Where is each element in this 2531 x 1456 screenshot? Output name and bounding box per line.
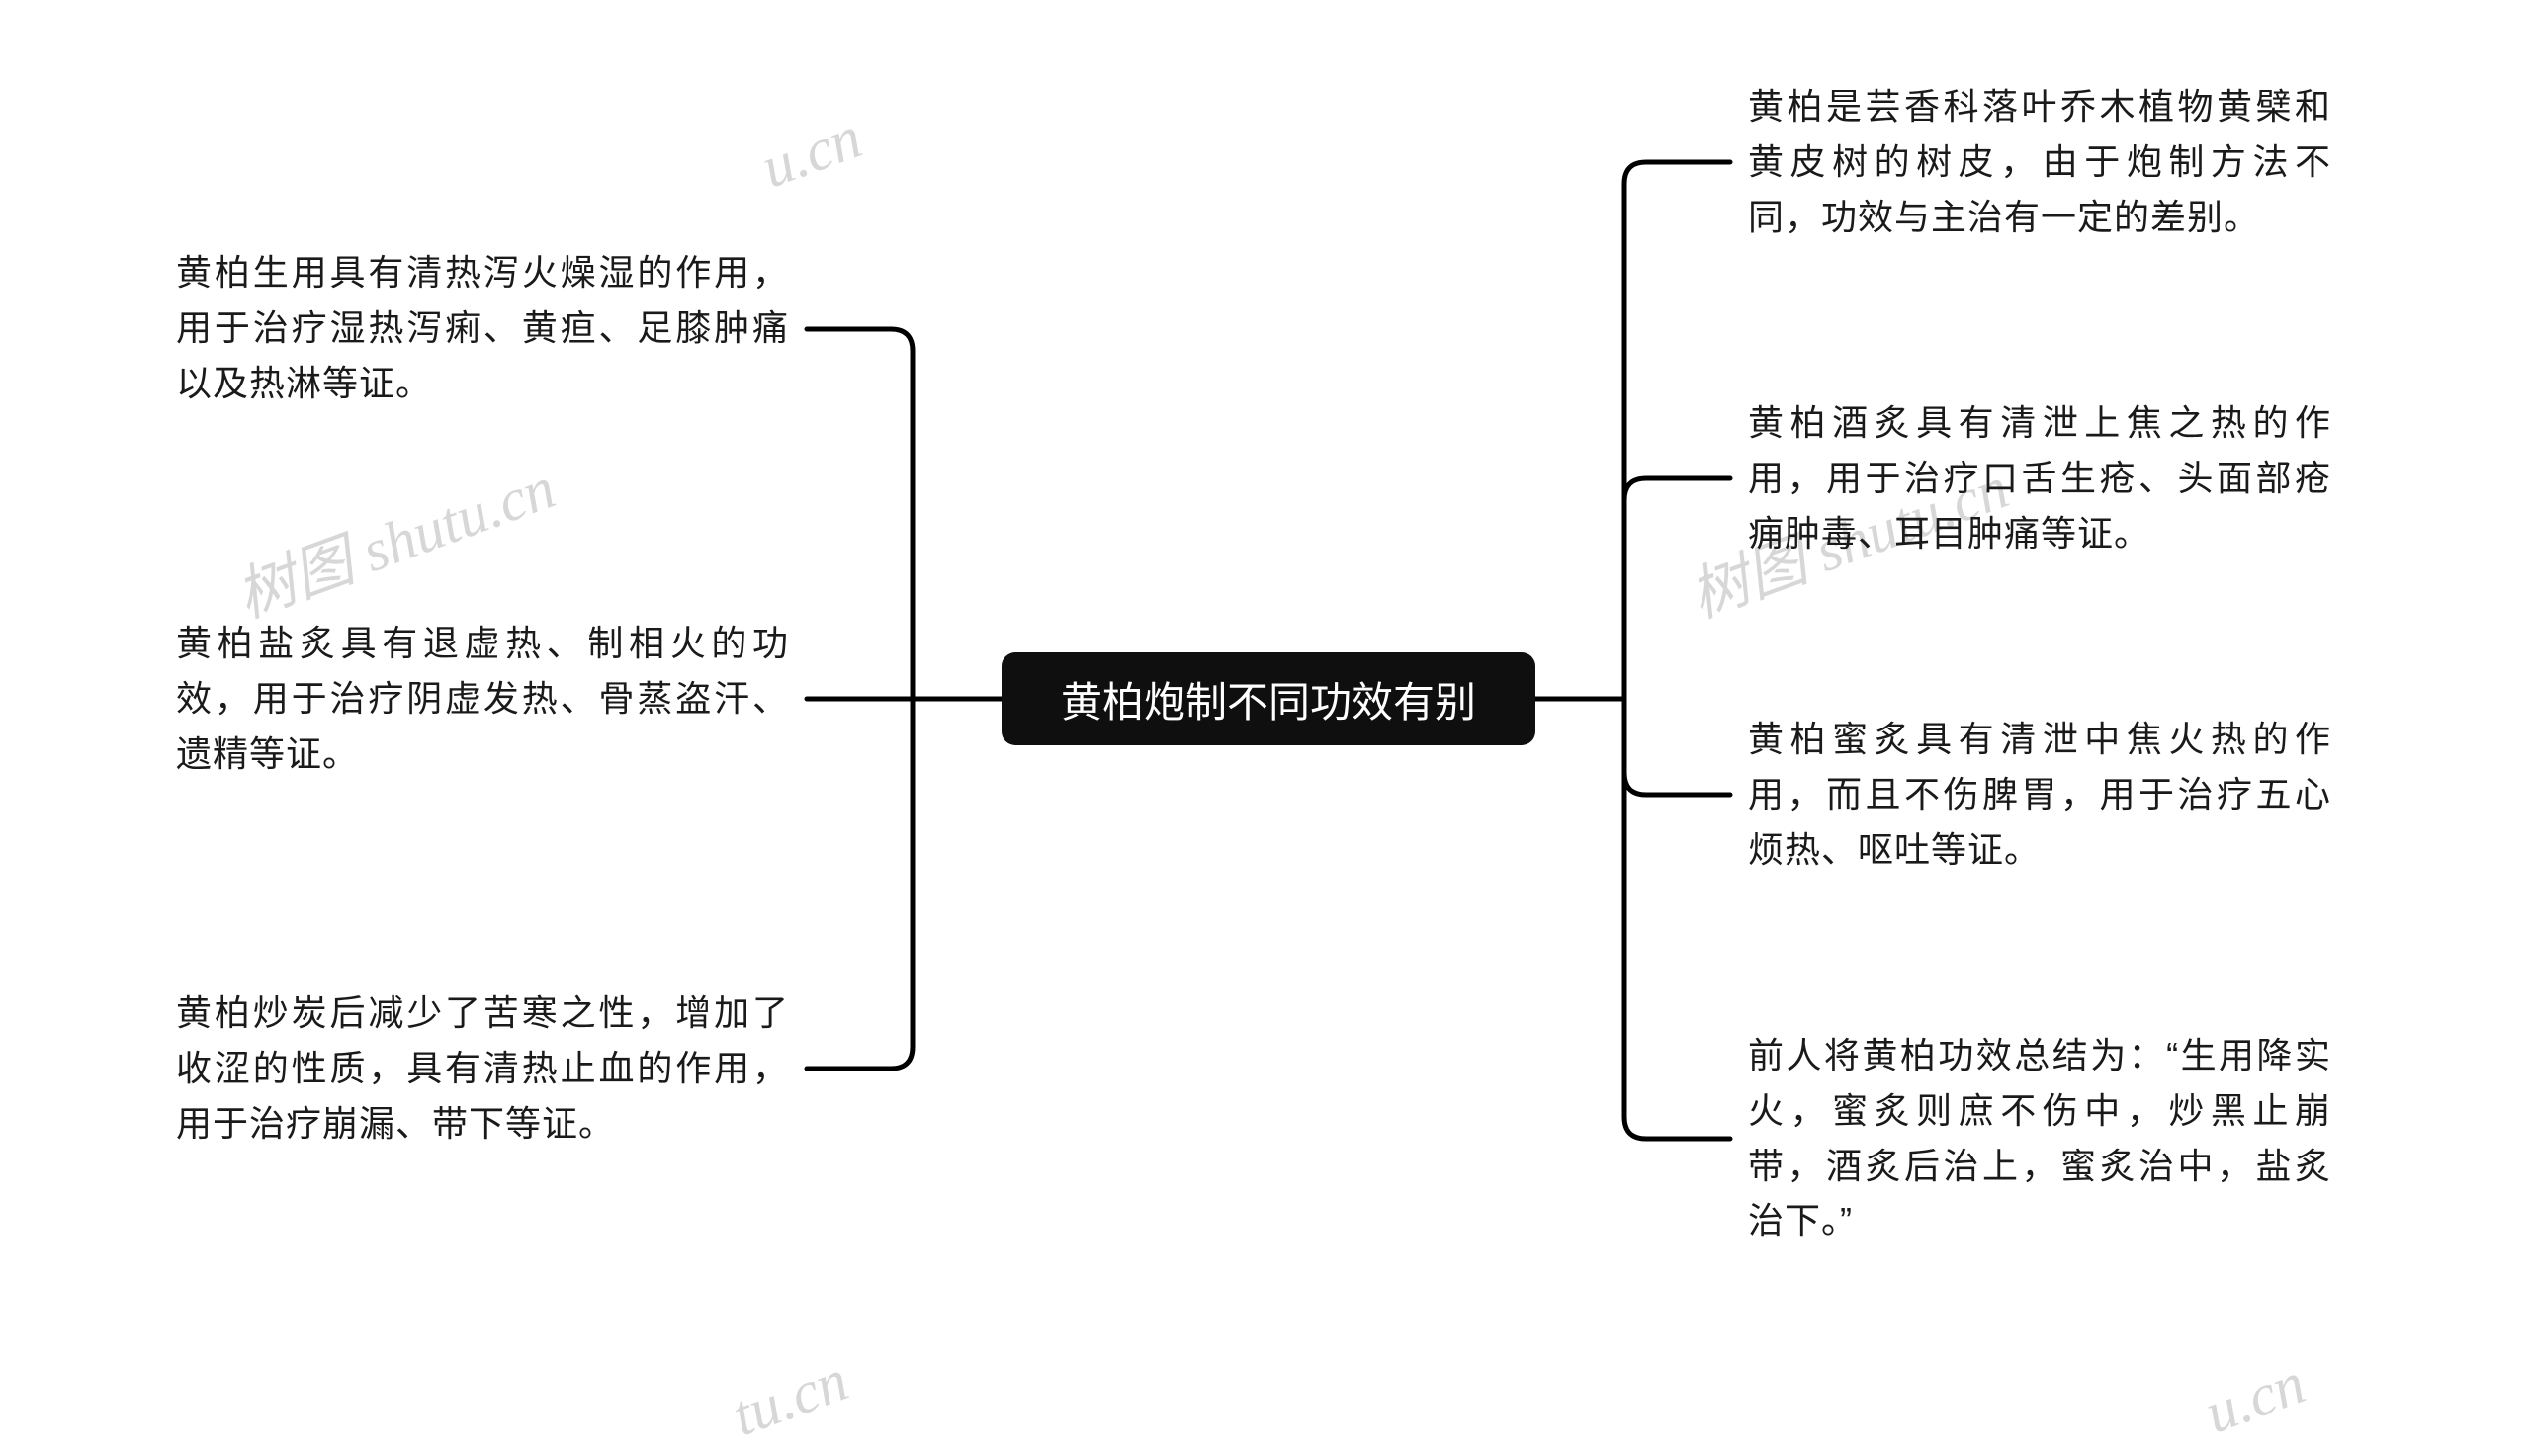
leaf-left: 黄柏盐炙具有退虚热、制相火的功效，用于治疗阴虚发热、骨蒸盗汗、遗精等证。 [176,616,789,781]
center-node: 黄柏炮制不同功效有别 [1002,652,1535,745]
watermark: 树图 shutu.cn [222,440,565,635]
mindmap-canvas: 树图 shutu.cn u.cn 树图 shutu.cn tu.cn u.cn … [0,0,2531,1456]
leaf-right: 黄柏酒炙具有清泄上焦之热的作用，用于治疗口舌生疮、头面部疮痈肿毒、耳目肿痛等证。 [1748,395,2331,560]
watermark: u.cn [752,104,870,203]
leaf-left: 黄柏生用具有清热泻火燥湿的作用，用于治疗湿热泻痢、黄疸、足膝肿痛以及热淋等证。 [176,245,789,410]
watermark: tu.cn [724,1346,857,1450]
leaf-right: 黄柏是芸香科落叶乔木植物黄檗和黄皮树的树皮，由于炮制方法不同，功效与主治有一定的… [1748,79,2331,244]
center-node-label: 黄柏炮制不同功效有别 [1061,669,1476,729]
leaf-left: 黄柏炒炭后减少了苦寒之性，增加了收涩的性质，具有清热止血的作用，用于治疗崩漏、带… [176,985,789,1151]
watermark: u.cn [2196,1349,2313,1448]
leaf-right: 黄柏蜜炙具有清泄中焦火热的作用，而且不伤脾胃，用于治疗五心烦热、呕吐等证。 [1748,712,2331,877]
leaf-right: 前人将黄柏功效总结为：“生用降实火，蜜炙则庶不伤中，炒黑止崩带，酒炙后治上，蜜炙… [1748,1028,2331,1248]
